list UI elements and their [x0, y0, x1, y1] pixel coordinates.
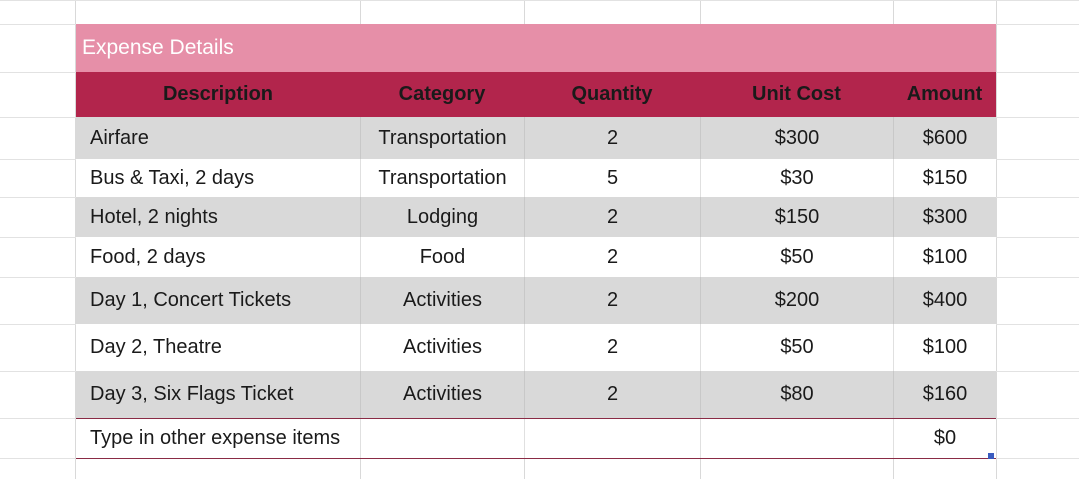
description-cell[interactable]: Day 2, Theatre	[90, 336, 222, 358]
table-row: Food, 2 days Food 2 $50 $100	[76, 237, 996, 277]
table-row: Day 1, Concert Tickets Activities 2 $200…	[76, 277, 996, 324]
table-row: Day 3, Six Flags Ticket Activities 2 $80…	[76, 371, 996, 418]
table-header-row: Description Category Quantity Unit Cost …	[76, 72, 996, 117]
quantity-cell[interactable]: 2	[524, 197, 700, 237]
quantity-cell[interactable]: 5	[524, 159, 700, 197]
quantity-cell[interactable]	[524, 419, 700, 458]
description-cell[interactable]: Airfare	[90, 126, 149, 149]
category-cell[interactable]: Transportation	[360, 117, 524, 159]
table-row: Airfare Transportation 2 $300 $600	[76, 117, 996, 159]
unit-cost-cell[interactable]: $150	[700, 197, 893, 237]
unit-cost-cell[interactable]: $200	[700, 277, 893, 324]
category-cell[interactable]: Activities	[360, 371, 524, 418]
unit-cost-cell[interactable]: $80	[700, 371, 893, 418]
column-header-description[interactable]: Description	[162, 83, 274, 105]
category-cell[interactable]	[360, 419, 524, 458]
other-expense-amount-cell[interactable]: $0	[893, 419, 996, 458]
category-cell[interactable]: Activities	[360, 324, 524, 371]
description-cell[interactable]: Hotel, 2 nights	[90, 205, 218, 228]
table-title[interactable]: Expense Details	[76, 24, 996, 72]
unit-cost-cell[interactable]: $30	[700, 159, 893, 197]
unit-cost-cell[interactable]: $50	[700, 237, 893, 277]
quantity-cell[interactable]: 2	[524, 277, 700, 324]
category-cell[interactable]: Activities	[360, 277, 524, 324]
column-header-category[interactable]: Category	[398, 83, 486, 105]
column-header-amount[interactable]: Amount	[906, 83, 983, 105]
grid-line	[996, 0, 997, 479]
table-row: Day 2, Theatre Activities 2 $50 $100	[76, 324, 996, 371]
table-resize-handle[interactable]	[988, 453, 994, 459]
category-cell[interactable]: Food	[360, 237, 524, 277]
quantity-cell[interactable]: 2	[524, 117, 700, 159]
description-cell[interactable]: Day 1, Concert Tickets	[90, 289, 292, 311]
table-row: Hotel, 2 nights Lodging 2 $150 $300	[76, 197, 996, 237]
category-cell[interactable]: Transportation	[360, 159, 524, 197]
unit-cost-cell[interactable]	[700, 419, 893, 458]
description-cell[interactable]: Bus & Taxi, 2 days	[90, 166, 255, 189]
description-cell[interactable]: Day 3, Six Flags Ticket	[90, 383, 294, 405]
column-header-unit-cost[interactable]: Unit Cost	[752, 83, 841, 105]
expense-table: Expense Details Description Category Qua…	[76, 24, 996, 459]
grid-line	[0, 0, 1079, 1]
unit-cost-cell[interactable]: $50	[700, 324, 893, 371]
description-cell[interactable]: Food, 2 days	[90, 245, 206, 268]
amount-cell[interactable]: $300	[893, 197, 996, 237]
other-expense-description-cell[interactable]: Type in other expense items	[90, 427, 341, 449]
amount-cell[interactable]: $600	[893, 117, 996, 159]
amount-cell[interactable]: $100	[893, 324, 996, 371]
amount-cell[interactable]: $150	[893, 159, 996, 197]
amount-cell[interactable]: $400	[893, 277, 996, 324]
quantity-cell[interactable]: 2	[524, 324, 700, 371]
column-header-quantity[interactable]: Quantity	[571, 83, 653, 105]
amount-cell[interactable]: $100	[893, 237, 996, 277]
amount-cell[interactable]: $160	[893, 371, 996, 418]
other-expense-row: Type in other expense items $0	[76, 418, 996, 459]
unit-cost-cell[interactable]: $300	[700, 117, 893, 159]
grid-line	[75, 0, 76, 479]
category-cell[interactable]: Lodging	[360, 197, 524, 237]
quantity-cell[interactable]: 2	[524, 237, 700, 277]
table-row: Bus & Taxi, 2 days Transportation 5 $30 …	[76, 159, 996, 197]
quantity-cell[interactable]: 2	[524, 371, 700, 418]
